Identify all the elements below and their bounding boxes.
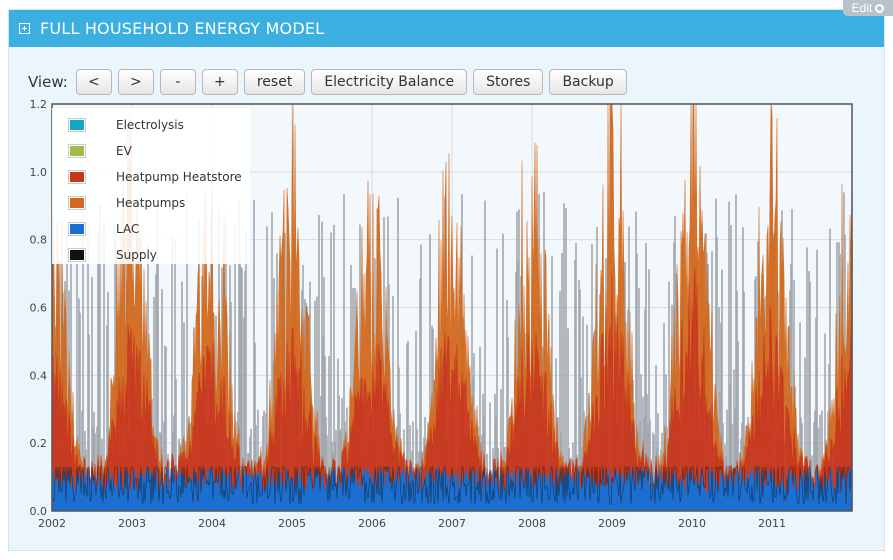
- edit-button[interactable]: Edit: [843, 0, 893, 16]
- legend-swatch: [68, 222, 86, 236]
- next-button[interactable]: >: [117, 68, 154, 95]
- legend-swatch: [68, 118, 86, 132]
- panel-title: FULL HOUSEHOLD ENERGY MODEL: [40, 19, 325, 38]
- legend-swatch: [68, 248, 86, 262]
- panel-header[interactable]: FULL HOUSEHOLD ENERGY MODEL: [9, 10, 884, 47]
- legend-item[interactable]: EV: [68, 144, 132, 158]
- gear-icon: [875, 3, 885, 13]
- legend-label: LAC: [116, 222, 140, 236]
- view-toolbar: View: < > - + reset Electricity Balance …: [28, 68, 627, 95]
- legend-label: Electrolysis: [116, 118, 184, 132]
- legend-label: Supply: [116, 248, 157, 262]
- legend-item[interactable]: Heatpump Heatstore: [68, 170, 242, 184]
- legend-swatch: [68, 170, 86, 184]
- prev-button[interactable]: <: [75, 68, 112, 95]
- chart-legend: Electrolysis EV Heatpump Heatstore Heatpump…: [52, 108, 250, 264]
- stores-button[interactable]: Stores: [473, 68, 544, 95]
- legend-label: Heatpumps: [116, 196, 186, 210]
- edit-label: Edit: [851, 1, 873, 15]
- expand-icon[interactable]: [19, 23, 30, 34]
- legend-swatch: [68, 196, 86, 210]
- zoom-in-button[interactable]: +: [201, 68, 238, 95]
- zoom-out-button[interactable]: -: [159, 68, 196, 95]
- legend-item[interactable]: Supply: [68, 248, 157, 262]
- backup-button[interactable]: Backup: [549, 68, 627, 95]
- view-label: View:: [28, 72, 68, 91]
- legend-item[interactable]: Electrolysis: [68, 118, 184, 132]
- legend-item[interactable]: Heatpumps: [68, 196, 185, 210]
- legend-label: EV: [116, 144, 132, 158]
- electricity-balance-button[interactable]: Electricity Balance: [311, 68, 468, 95]
- legend-label: Heatpump Heatstore: [116, 170, 242, 184]
- legend-item[interactable]: LAC: [68, 222, 139, 236]
- legend-swatch: [68, 144, 86, 158]
- reset-button[interactable]: reset: [243, 68, 306, 95]
